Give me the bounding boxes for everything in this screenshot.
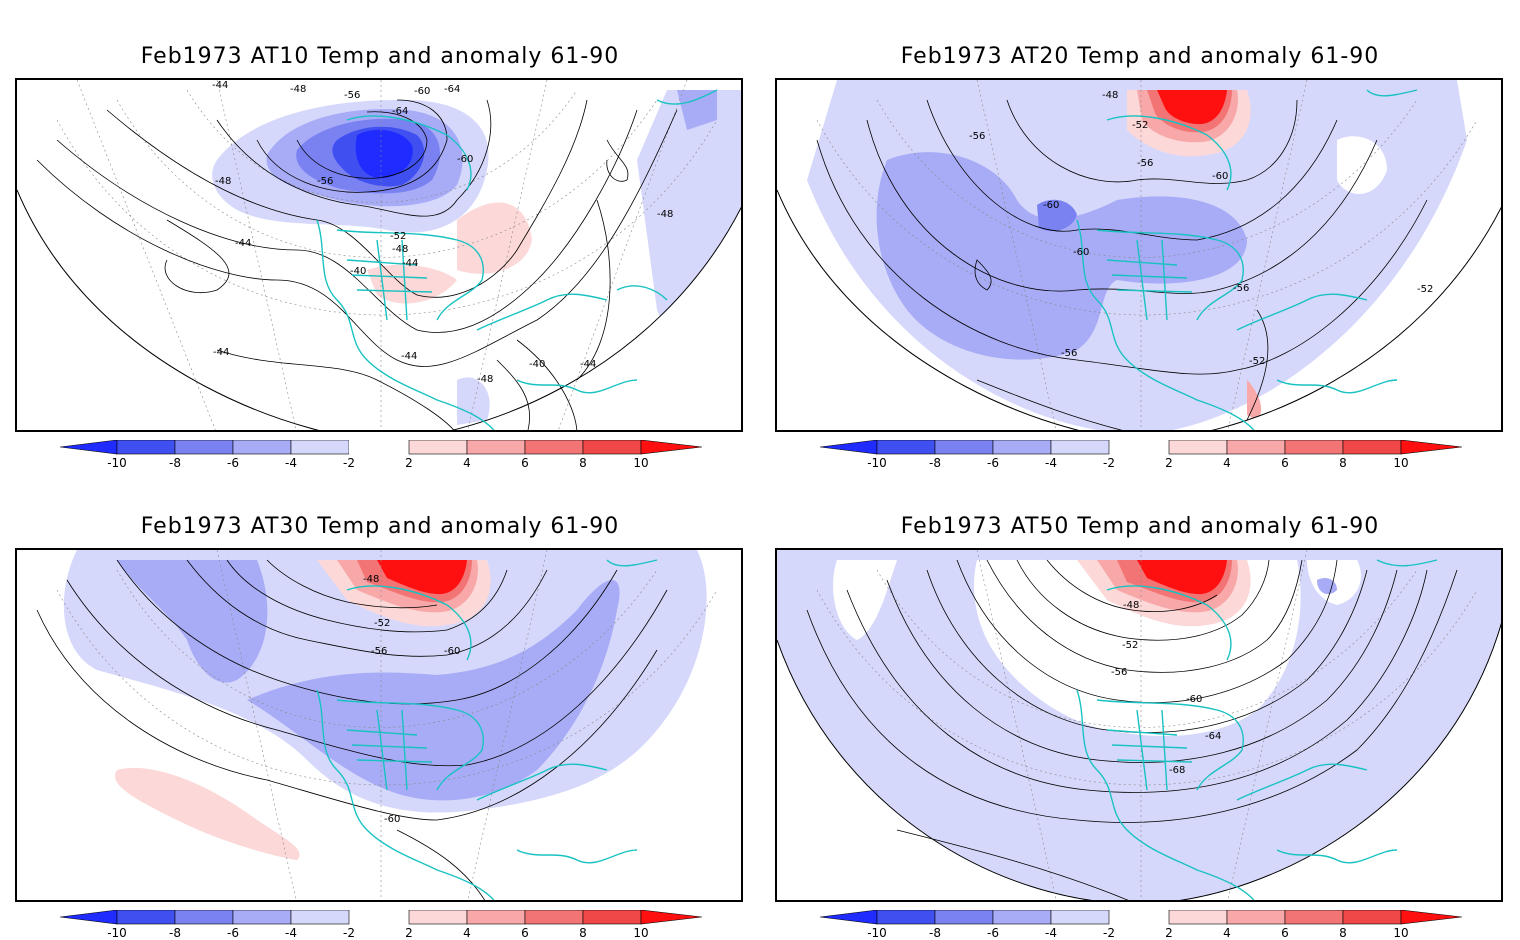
contour-label: -52 <box>1417 284 1433 295</box>
contour-label: -60 <box>1186 694 1202 705</box>
contour-label: -60 <box>384 814 400 825</box>
contour-label: -64 <box>392 106 408 117</box>
contour-label: -64 <box>1205 731 1221 742</box>
contour-label: -44 <box>212 80 228 91</box>
colorbar-label: 4 <box>1223 926 1231 940</box>
colorbar-label: 8 <box>579 456 587 470</box>
contour-label: -56 <box>1233 283 1249 294</box>
map-panel-at20: Feb1973 AT20 Temp and anomaly 61-90 <box>760 0 1520 470</box>
colorbar-legend: -10 -8 -6 -4 -2 2 4 6 8 10 <box>59 909 703 940</box>
colorbar-label: 2 <box>405 456 413 470</box>
contour-label: -48 <box>215 176 231 187</box>
contour-label: -44 <box>401 351 417 362</box>
contour-label: -60 <box>1073 247 1089 258</box>
colorbar-label: 8 <box>579 926 587 940</box>
contour-label: -44 <box>235 238 251 249</box>
colorbar-label: -6 <box>227 926 239 940</box>
colorbar-label: -10 <box>107 926 127 940</box>
contour-label: -60 <box>1212 171 1228 182</box>
contour-label: -44 <box>402 258 418 269</box>
contour-label: -60 <box>1043 200 1059 211</box>
contour-label: -52 <box>1249 356 1265 367</box>
contour-label: -64 <box>444 84 460 95</box>
colorbar-label: -4 <box>285 456 297 470</box>
map-panel-at10: Feb1973 AT10 Temp and anomaly 61-90 <box>0 0 760 470</box>
colorbar-label: 10 <box>1393 456 1409 470</box>
contour-label: -48 <box>1102 90 1118 101</box>
colorbar-label: 10 <box>1393 926 1409 940</box>
colorbar-label: -6 <box>227 456 239 470</box>
contour-label: -48 <box>363 574 379 585</box>
colorbar-label: 4 <box>463 926 471 940</box>
colorbar-label: 6 <box>521 926 529 940</box>
contour-label: -48 <box>290 84 306 95</box>
colorbar-label: -2 <box>343 926 355 940</box>
map-area: -48 -52 -56 -56 -60 -60 -60 -56 -56 -52 … <box>775 78 1503 432</box>
contour-label: -56 <box>1061 348 1077 359</box>
panel-title: Feb1973 AT20 Temp and anomaly 61-90 <box>900 44 1380 69</box>
contour-label: -48 <box>477 374 493 385</box>
colorbar-legend: -10 -8 -6 -4 -2 2 4 6 8 10 <box>59 439 703 470</box>
contour-label: -48 <box>1123 600 1139 611</box>
contour-label: -56 <box>1111 667 1127 678</box>
contour-label: -56 <box>371 646 387 657</box>
map-area: -44 -48 -56 -60 -64 -64 -60 -56 -48 -44 … <box>15 78 743 432</box>
colorbar-label: 8 <box>1339 456 1347 470</box>
contour-label: -44 <box>213 347 229 358</box>
contour-label: -40 <box>529 359 545 370</box>
panel-title: Feb1973 AT10 Temp and anomaly 61-90 <box>140 44 620 69</box>
colorbar-label: -6 <box>987 456 999 470</box>
colorbar-label: -2 <box>1103 926 1115 940</box>
contour-label: -44 <box>580 359 596 370</box>
colorbar-label: -8 <box>169 926 181 940</box>
colorbar-label: 6 <box>521 456 529 470</box>
contour-label: -56 <box>969 131 985 142</box>
colorbar-legend: -10 -8 -6 -4 -2 2 4 6 8 10 <box>819 909 1463 940</box>
colorbar-label: -10 <box>867 456 887 470</box>
colorbar-label: 10 <box>633 926 649 940</box>
contour-label: -52 <box>1132 120 1148 131</box>
colorbar-label: -10 <box>107 456 127 470</box>
colorbar-label: 6 <box>1281 926 1289 940</box>
colorbar-label: -8 <box>169 456 181 470</box>
colorbar-label: 4 <box>1223 456 1231 470</box>
colorbar-label: 2 <box>405 926 413 940</box>
contour-label: -40 <box>350 266 366 277</box>
colorbar-label: -4 <box>1045 456 1057 470</box>
contour-label: -56 <box>1137 158 1153 169</box>
colorbar-label: 2 <box>1165 926 1173 940</box>
contour-label: -48 <box>392 244 408 255</box>
colorbar-label: 2 <box>1165 456 1173 470</box>
colorbar-label: 6 <box>1281 456 1289 470</box>
colorbar-label: -4 <box>1045 926 1057 940</box>
colorbar-label: -2 <box>1103 456 1115 470</box>
colorbar-label: -8 <box>929 456 941 470</box>
colorbar-legend: -10 -8 -6 -4 -2 2 4 6 8 10 <box>819 439 1463 470</box>
map-area: -48 -52 -56 -60 -64 -68 <box>775 548 1503 902</box>
contour-label: -60 <box>457 154 473 165</box>
contour-label: -60 <box>414 86 430 97</box>
colorbar-label: 8 <box>1339 926 1347 940</box>
panel-title: Feb1973 AT30 Temp and anomaly 61-90 <box>140 514 620 539</box>
contour-label: -48 <box>657 209 673 220</box>
colorbar-label: 10 <box>633 456 649 470</box>
contour-label: -60 <box>444 646 460 657</box>
contour-label: -56 <box>317 176 333 187</box>
colorbar-label: -4 <box>285 926 297 940</box>
map-area: -48 -52 -56 -60 -60 <box>15 548 743 902</box>
map-panel-at50: Feb1973 AT50 Temp and anomaly 61-90 <box>760 470 1520 940</box>
map-panel-at30: Feb1973 AT30 Temp and anomaly 61-90 <box>0 470 760 940</box>
panel-title: Feb1973 AT50 Temp and anomaly 61-90 <box>900 514 1380 539</box>
contour-label: -52 <box>1122 640 1138 651</box>
colorbar-label: -6 <box>987 926 999 940</box>
colorbar-label: 4 <box>463 456 471 470</box>
contour-label: -52 <box>390 231 406 242</box>
colorbar-label: -2 <box>343 456 355 470</box>
colorbar-label: -10 <box>867 926 887 940</box>
colorbar-label: -8 <box>929 926 941 940</box>
contour-label: -52 <box>374 618 390 629</box>
contour-label: -56 <box>344 90 360 101</box>
contour-label: -68 <box>1169 765 1185 776</box>
